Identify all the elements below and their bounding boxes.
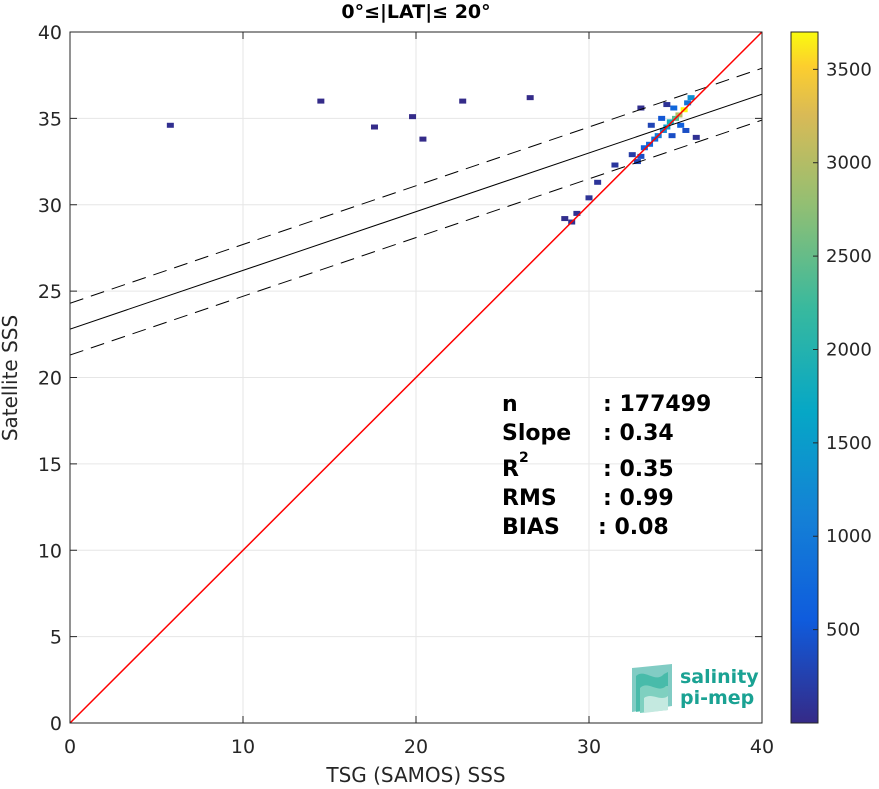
density-cell: [419, 136, 427, 142]
fit-lines: [70, 32, 762, 723]
y-tick-label: 10: [38, 540, 62, 562]
density-cell: [526, 95, 534, 101]
colorbar-ticks: 500 1000 1500 2000 2500 3000 3500: [813, 59, 872, 641]
density-cell: [585, 195, 593, 201]
density-cell: [637, 153, 645, 159]
y-tick-label: 40: [38, 22, 62, 44]
x-tick-label: 40: [750, 736, 774, 758]
density-cell: [684, 100, 692, 106]
stat-r2-value: : 0.35: [603, 457, 674, 482]
stats-box: n : 177499 Slope : 0.34 R 2 : 0.35 RMS :…: [502, 392, 711, 540]
density-cell: [459, 98, 467, 104]
density-cell: [670, 105, 678, 111]
x-tick-label: 30: [577, 736, 601, 758]
stat-r2-label: R: [502, 457, 519, 482]
stat-n-value: : 177499: [603, 392, 711, 417]
density-cell: [594, 179, 602, 185]
stat-bias-value: : 0.08: [598, 515, 669, 540]
density-cell: [573, 210, 581, 216]
density-cell: [668, 133, 676, 139]
colorbar-tick-label: 1000: [826, 526, 872, 547]
y-tick-label: 15: [38, 454, 62, 476]
density-cell: [687, 95, 695, 101]
colorbar-tick-label: 2000: [826, 339, 872, 360]
density-cell: [647, 122, 655, 128]
identity-line: [70, 32, 762, 723]
x-axis-label: TSG (SAMOS) SSS: [325, 763, 505, 787]
density-cell: [692, 134, 700, 140]
density-cell: [628, 152, 636, 158]
density-cell: [317, 98, 325, 104]
chart-title: 0°≤|LAT|≤ 20°: [341, 1, 490, 23]
density-cell: [682, 127, 690, 133]
density-cell: [409, 114, 417, 120]
colorbar-tick-label: 1500: [826, 433, 872, 454]
y-tick-label: 0: [50, 713, 62, 735]
density-cell: [633, 159, 641, 165]
stat-r2-superscript: 2: [519, 450, 529, 466]
density-cell: [637, 105, 645, 111]
density-cell: [166, 122, 174, 128]
x-tick-label: 10: [231, 736, 255, 758]
axis-ticks: 0 10 20 30 40 0 5 10 15 20 25 30 35 40: [38, 22, 774, 758]
stat-slope-value: : 0.34: [603, 421, 674, 446]
salinity-pimep-logo: salinity pi-mep: [632, 664, 759, 713]
density-cell: [370, 124, 378, 130]
x-tick-label: 0: [64, 736, 76, 758]
logo-line1: salinity: [680, 666, 759, 688]
y-tick-label: 35: [38, 108, 62, 130]
regression-line: [70, 93, 762, 330]
density-cell: [640, 145, 648, 151]
density-cell: [677, 122, 685, 128]
stat-rms-label: RMS: [502, 486, 557, 511]
colorbar-tick-label: 2500: [826, 246, 872, 267]
colorbar-tick-label: 3000: [826, 153, 872, 174]
y-axis-label: Satellite SSS: [0, 315, 22, 441]
density-cell: [666, 119, 674, 125]
confidence-line: [70, 67, 762, 304]
y-tick-label: 5: [50, 627, 62, 649]
stat-rms-value: : 0.99: [603, 486, 674, 511]
x-tick-label: 20: [404, 736, 428, 758]
y-tick-label: 30: [38, 195, 62, 217]
stat-slope-label: Slope: [502, 421, 571, 446]
y-tick-label: 20: [38, 368, 62, 390]
colorbar: [790, 31, 819, 724]
confidence-line: [70, 119, 762, 356]
stat-n-label: n: [502, 392, 518, 417]
y-tick-label: 25: [38, 281, 62, 303]
density-cell: [663, 102, 671, 108]
colorbar-tick-label: 500: [826, 620, 860, 641]
logo-line2: pi-mep: [680, 687, 754, 709]
stat-bias-label: BIAS: [502, 515, 560, 540]
density-cell: [611, 162, 619, 168]
density-cell: [561, 216, 569, 222]
colorbar-tick-label: 3500: [826, 59, 872, 80]
density-cell: [658, 115, 666, 121]
